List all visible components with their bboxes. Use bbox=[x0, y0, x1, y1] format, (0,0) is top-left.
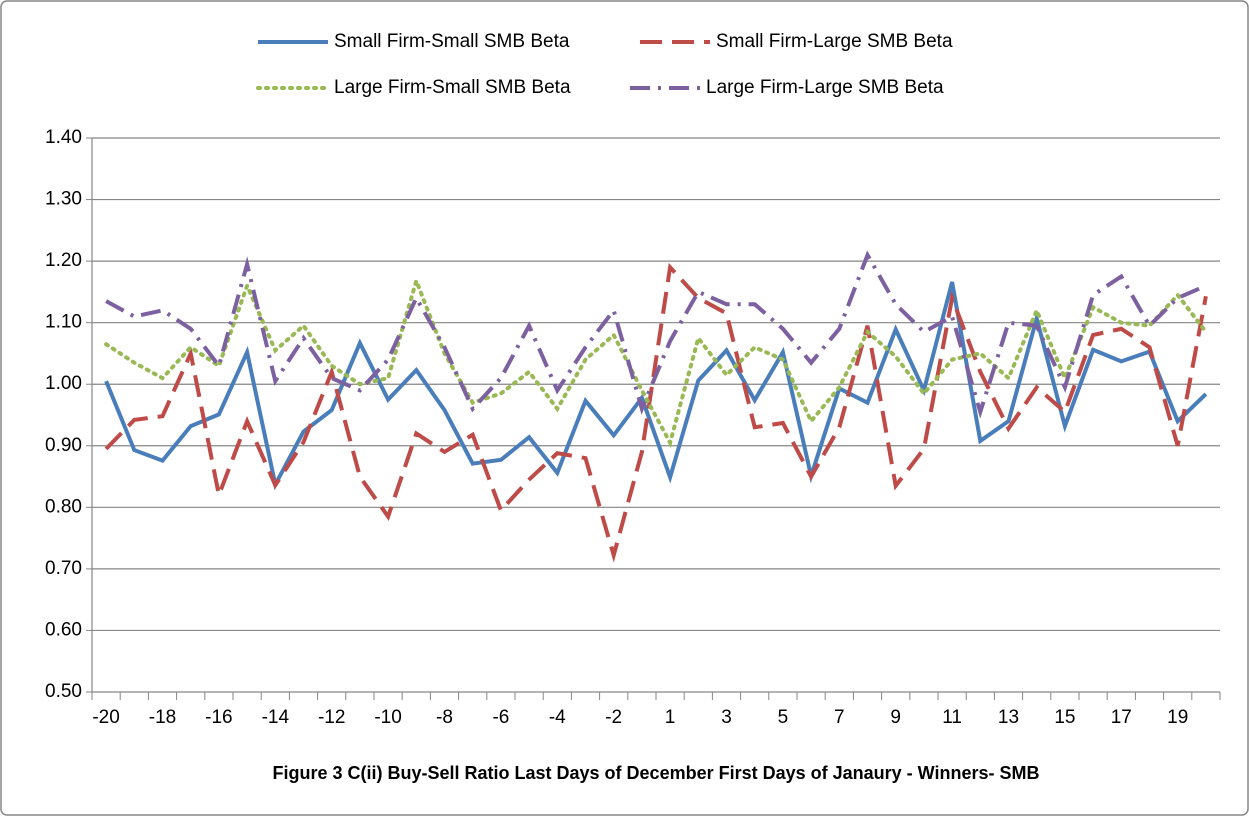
y-tick-label: 0.50 bbox=[45, 681, 82, 702]
x-tick-label: 1 bbox=[665, 707, 676, 728]
x-tick-label: 7 bbox=[834, 707, 845, 728]
y-tick-label: 0.90 bbox=[45, 435, 82, 456]
series-line bbox=[104, 281, 1208, 491]
x-tick-label: -6 bbox=[492, 707, 509, 728]
x-tick-label: 15 bbox=[1054, 707, 1075, 728]
legend-label: Large Firm-Small SMB Beta bbox=[334, 77, 571, 98]
x-tick-label: -10 bbox=[374, 707, 401, 728]
x-tick-label: -4 bbox=[549, 707, 566, 728]
x-tick-label: 9 bbox=[890, 707, 901, 728]
y-tick-label: 0.80 bbox=[45, 496, 82, 517]
x-tick-label: 11 bbox=[942, 707, 962, 728]
x-tick-label: -14 bbox=[262, 707, 290, 728]
x-tick-label: 17 bbox=[1111, 707, 1132, 728]
y-tick-label: 1.00 bbox=[45, 373, 82, 394]
legend-label: Small Firm-Large SMB Beta bbox=[716, 31, 953, 52]
series-line bbox=[104, 262, 1208, 563]
legend-label: Small Firm-Small SMB Beta bbox=[334, 31, 570, 52]
legend-label: Large Firm-Large SMB Beta bbox=[706, 77, 944, 98]
y-tick-label: 0.60 bbox=[45, 619, 82, 640]
y-tick-label: 1.10 bbox=[45, 312, 82, 333]
chart-title: Figure 3 C(ii) Buy-Sell Ratio Last Days … bbox=[272, 763, 1039, 783]
x-tick-label: -20 bbox=[92, 707, 119, 728]
x-tick-label: 5 bbox=[778, 707, 789, 728]
x-tick-label: 13 bbox=[998, 707, 1019, 728]
series-line bbox=[105, 250, 1207, 419]
y-tick-label: 1.40 bbox=[45, 127, 82, 148]
x-tick-label: -8 bbox=[436, 707, 453, 728]
x-tick-label: -16 bbox=[205, 707, 232, 728]
y-tick-label: 1.30 bbox=[45, 189, 82, 210]
y-tick-label: 1.20 bbox=[45, 250, 82, 271]
x-tick-label: 19 bbox=[1167, 707, 1188, 728]
x-tick-label: -2 bbox=[605, 707, 622, 728]
x-tick-label: -18 bbox=[149, 707, 176, 728]
x-tick-label: -12 bbox=[318, 707, 345, 728]
x-tick-label: 3 bbox=[721, 707, 732, 728]
y-tick-label: 0.70 bbox=[45, 558, 82, 579]
series-line bbox=[104, 274, 1208, 449]
